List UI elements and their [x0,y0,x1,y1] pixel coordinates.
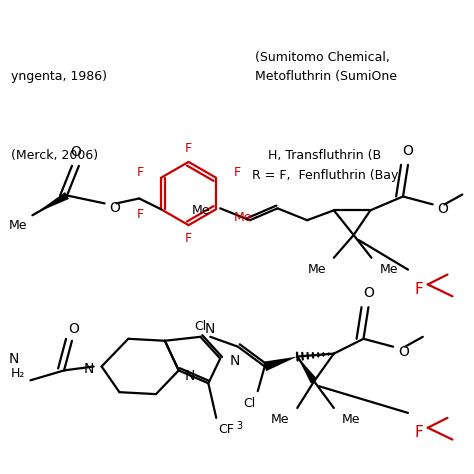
Text: H, Transfluthrin (B: H, Transfluthrin (B [268,149,381,163]
Text: F: F [414,425,423,440]
Text: Metofluthrin (SumiOne: Metofluthrin (SumiOne [255,71,397,83]
Text: R = F,  Fenfluthrin (Bay: R = F, Fenfluthrin (Bay [252,169,398,182]
Polygon shape [263,356,297,371]
Text: O: O [71,145,82,159]
Text: F: F [136,208,144,221]
Text: F: F [234,166,241,179]
Text: O: O [363,286,374,301]
Text: F: F [414,282,423,297]
Text: N: N [83,363,94,376]
Text: Me: Me [308,263,326,276]
Text: Me: Me [271,413,290,426]
Text: (Merck, 2006): (Merck, 2006) [11,149,98,163]
Text: (Sumitomo Chemical,: (Sumitomo Chemical, [255,51,390,64]
Text: Me: Me [342,413,360,426]
Text: Me: Me [9,219,27,232]
Text: N: N [9,352,19,365]
Text: Cl: Cl [194,320,207,333]
Text: F: F [185,142,192,155]
Text: H₂: H₂ [11,367,25,380]
Polygon shape [36,192,69,213]
Text: O: O [109,201,120,215]
Text: N: N [204,322,215,336]
Text: F: F [136,166,144,179]
Text: CF: CF [218,423,234,436]
Text: N: N [184,369,195,383]
Text: 3: 3 [236,421,242,431]
Text: O: O [398,345,409,359]
Text: Cl: Cl [244,397,256,410]
Text: yngenta, 1986): yngenta, 1986) [11,71,107,83]
Polygon shape [297,356,318,383]
Text: Me: Me [192,204,210,217]
Text: Me: Me [379,263,398,276]
Text: O: O [402,144,413,158]
Text: O: O [438,202,448,216]
Text: Me: Me [234,211,252,224]
Text: N: N [230,354,240,367]
Text: F: F [185,232,192,246]
Text: O: O [69,322,79,336]
